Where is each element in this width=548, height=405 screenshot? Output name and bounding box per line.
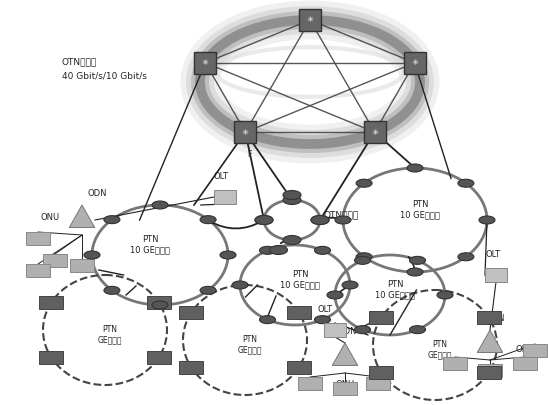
Bar: [523, 343, 547, 356]
Text: PTN
10 GE汇聚环: PTN 10 GE汇聚环: [400, 200, 440, 220]
Polygon shape: [69, 205, 95, 228]
Text: OLT: OLT: [317, 305, 332, 314]
Bar: [443, 356, 467, 369]
Bar: [324, 323, 346, 337]
Text: ODN: ODN: [485, 314, 505, 323]
Bar: [477, 366, 501, 379]
Ellipse shape: [152, 301, 168, 309]
Bar: [26, 264, 50, 277]
Bar: [147, 351, 170, 364]
Ellipse shape: [311, 215, 329, 224]
Bar: [287, 361, 311, 374]
Text: ✳: ✳: [202, 58, 209, 67]
Ellipse shape: [84, 251, 100, 259]
Ellipse shape: [437, 291, 453, 299]
Ellipse shape: [458, 179, 474, 187]
Text: 40 Gbit/s/10 Gbit/s: 40 Gbit/s/10 Gbit/s: [62, 72, 147, 81]
Text: F: F: [247, 150, 252, 159]
Ellipse shape: [407, 164, 423, 172]
Bar: [369, 366, 393, 379]
Ellipse shape: [255, 215, 273, 224]
Text: PTN
GE接入环: PTN GE接入环: [428, 340, 452, 360]
Bar: [179, 306, 203, 319]
Ellipse shape: [409, 326, 425, 334]
Text: PTN
GE接入环: PTN GE接入环: [238, 335, 262, 355]
Bar: [513, 356, 537, 369]
Ellipse shape: [342, 281, 358, 289]
Ellipse shape: [335, 216, 351, 224]
Ellipse shape: [220, 251, 236, 259]
Ellipse shape: [232, 281, 248, 289]
Ellipse shape: [355, 326, 370, 334]
Bar: [26, 232, 50, 245]
Bar: [485, 268, 507, 282]
Ellipse shape: [283, 235, 301, 245]
Bar: [39, 351, 64, 364]
Text: ODN: ODN: [337, 327, 357, 336]
Text: ONU: ONU: [335, 380, 355, 389]
Polygon shape: [477, 330, 503, 352]
Bar: [477, 311, 501, 324]
Ellipse shape: [104, 286, 120, 294]
Bar: [147, 296, 170, 309]
Bar: [333, 382, 357, 394]
Ellipse shape: [283, 196, 301, 205]
Ellipse shape: [104, 215, 120, 224]
Text: OTN核心环: OTN核心环: [62, 58, 97, 66]
Bar: [287, 306, 311, 319]
Bar: [39, 296, 64, 309]
Ellipse shape: [407, 268, 423, 276]
Ellipse shape: [356, 179, 372, 187]
Ellipse shape: [355, 256, 370, 264]
Text: ✳: ✳: [411, 58, 418, 67]
Text: OLT: OLT: [486, 250, 501, 259]
Bar: [235, 121, 256, 143]
Bar: [364, 121, 386, 143]
Ellipse shape: [152, 201, 168, 209]
Ellipse shape: [200, 286, 216, 294]
Ellipse shape: [327, 291, 343, 299]
Bar: [369, 311, 393, 324]
Text: ODN: ODN: [87, 189, 106, 198]
Bar: [478, 364, 502, 377]
Ellipse shape: [200, 215, 216, 224]
Ellipse shape: [409, 256, 425, 264]
Ellipse shape: [311, 215, 329, 224]
Ellipse shape: [356, 253, 372, 261]
Ellipse shape: [260, 246, 276, 254]
Text: PTN
10 GE汇聚环: PTN 10 GE汇聚环: [375, 280, 415, 300]
Text: PTN
GE接入环: PTN GE接入环: [98, 325, 122, 345]
Text: ONU: ONU: [41, 213, 60, 222]
Ellipse shape: [479, 216, 495, 224]
Text: OTN汇聚环: OTN汇聚环: [324, 211, 359, 220]
Bar: [179, 361, 203, 374]
Bar: [404, 52, 426, 74]
Text: ONU: ONU: [515, 345, 534, 354]
Text: OLT: OLT: [213, 172, 228, 181]
Ellipse shape: [260, 315, 276, 324]
Ellipse shape: [283, 190, 301, 200]
Text: PTN
10 GE汇聚环: PTN 10 GE汇聚环: [280, 270, 320, 290]
Polygon shape: [332, 343, 358, 365]
Text: ✳: ✳: [306, 15, 313, 24]
Text: PTN
10 GE汇聚环: PTN 10 GE汇聚环: [130, 235, 170, 255]
Bar: [298, 377, 322, 390]
Ellipse shape: [255, 215, 273, 224]
Ellipse shape: [315, 246, 330, 254]
Bar: [366, 377, 390, 390]
Text: ✳: ✳: [371, 128, 378, 136]
Bar: [70, 258, 94, 271]
Ellipse shape: [458, 253, 474, 261]
Bar: [195, 52, 216, 74]
Bar: [299, 9, 321, 31]
Ellipse shape: [315, 315, 330, 324]
Bar: [43, 254, 67, 266]
Bar: [214, 190, 236, 204]
Ellipse shape: [270, 245, 288, 254]
Text: ✳: ✳: [242, 128, 249, 136]
